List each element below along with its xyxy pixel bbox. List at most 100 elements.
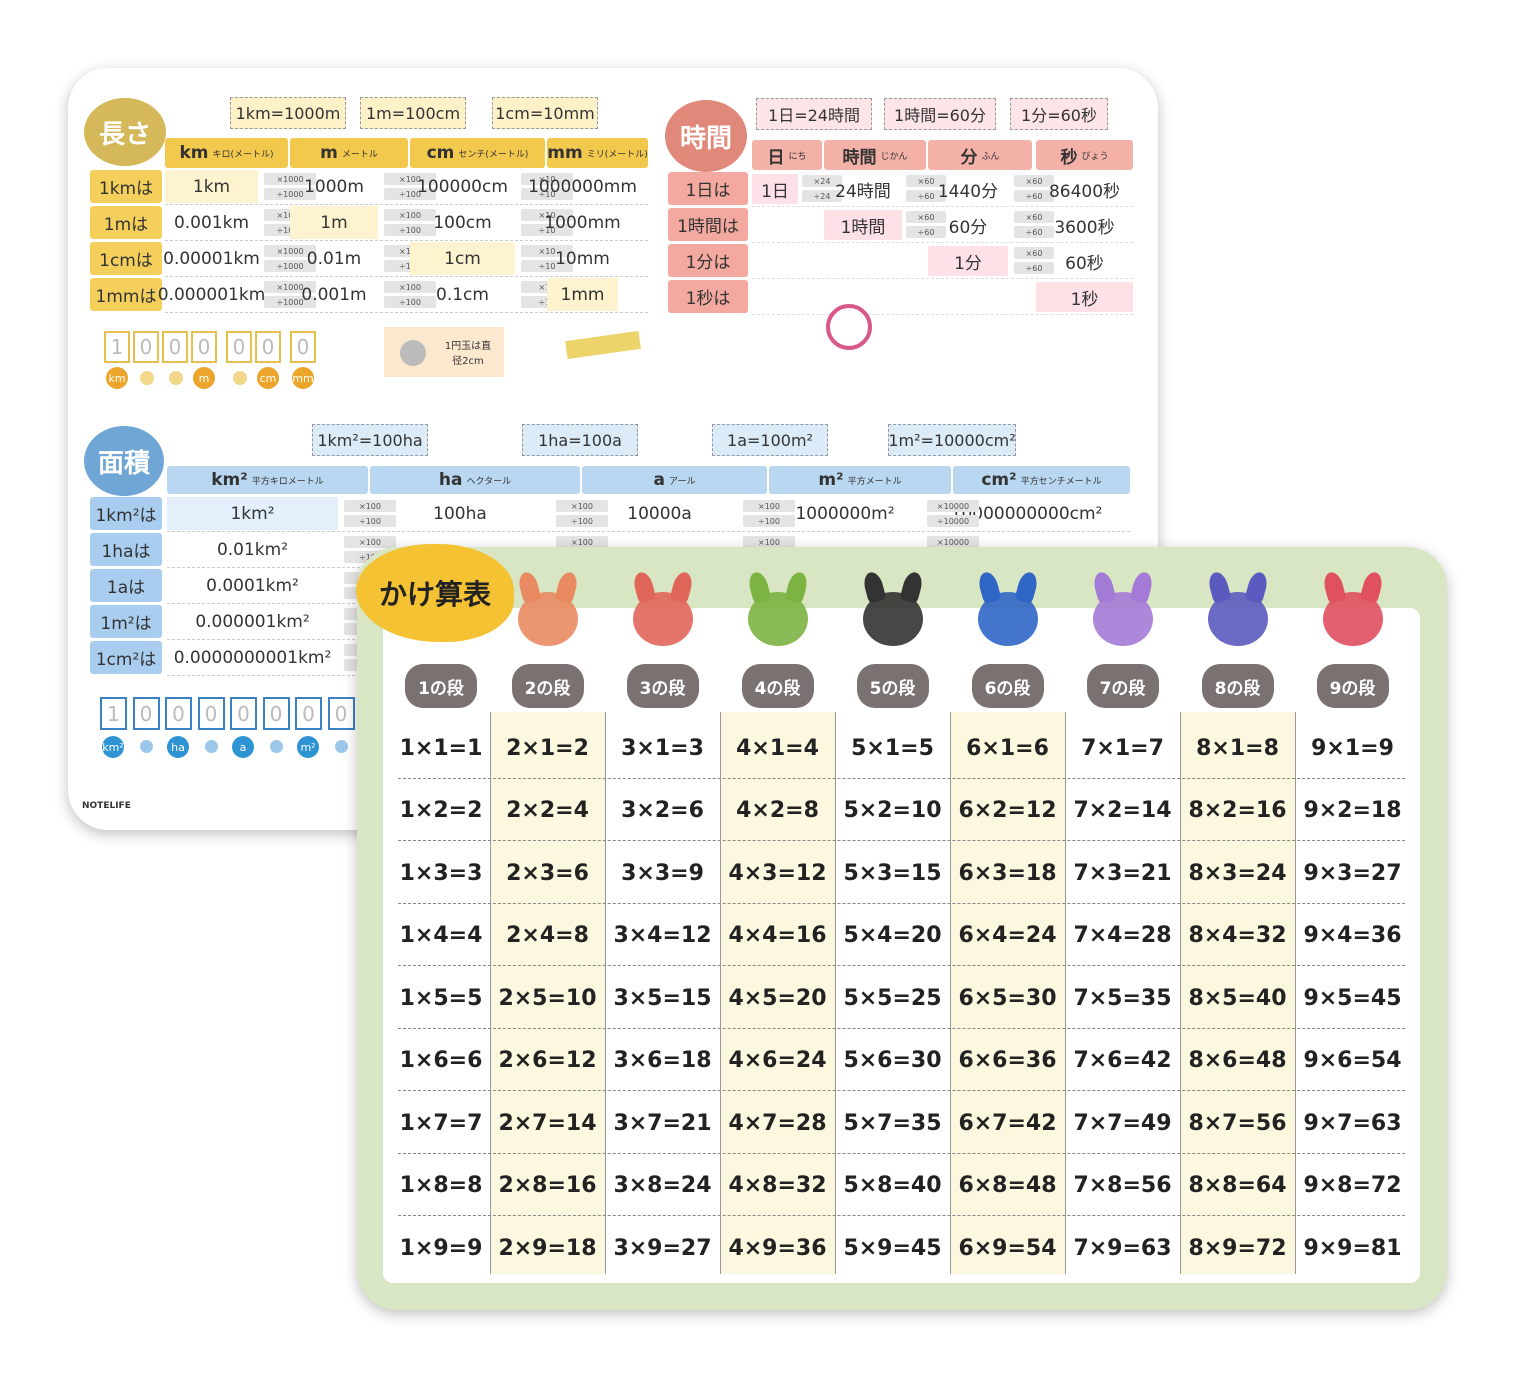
row-rule bbox=[165, 204, 648, 205]
equivalence: 1cm=10mm bbox=[492, 97, 598, 129]
cell: 24時間 bbox=[835, 181, 891, 202]
equation: 7×4=28 bbox=[1073, 923, 1172, 948]
equation: 9×8=72 bbox=[1303, 1173, 1402, 1198]
equation: 6×5=30 bbox=[958, 985, 1057, 1011]
place-digit: 0 bbox=[133, 331, 159, 363]
equivalence: 1km²=100ha bbox=[312, 424, 428, 456]
converter: ×10 bbox=[521, 245, 573, 257]
reading: ふん bbox=[981, 151, 1000, 162]
equation: 8×1=8 bbox=[1196, 735, 1279, 761]
converter: ×100 bbox=[384, 173, 436, 185]
converter: ÷1000 bbox=[264, 296, 316, 308]
cell: 1日 bbox=[752, 174, 798, 204]
converter: ×10 bbox=[521, 209, 573, 221]
equation: 1×8=8 bbox=[399, 1173, 483, 1198]
cell: 0.01km² bbox=[216, 539, 289, 560]
equation: 5×6=30 bbox=[843, 1048, 942, 1073]
equation: 9×2=18 bbox=[1303, 798, 1402, 823]
converter: ×60 bbox=[906, 211, 946, 223]
row-label: 1cmは bbox=[90, 242, 162, 275]
row-rule bbox=[165, 240, 648, 241]
equation: 1×2=2 bbox=[399, 798, 483, 823]
unit: 秒 bbox=[1060, 147, 1078, 168]
reading: にち bbox=[788, 151, 807, 162]
place-digit: 0 bbox=[165, 697, 192, 730]
column-rule bbox=[835, 712, 836, 1274]
equation: 3×1=3 bbox=[621, 735, 704, 761]
reading: センチ(メートル) bbox=[458, 149, 529, 160]
converter: ÷60 bbox=[1014, 190, 1054, 202]
row-rule bbox=[398, 1215, 1405, 1216]
column-rule bbox=[1065, 712, 1066, 1274]
converter: ÷60 bbox=[906, 226, 946, 238]
place-dot bbox=[140, 371, 154, 385]
equation: 8×3=24 bbox=[1188, 860, 1287, 886]
equation: 6×1=6 bbox=[966, 735, 1049, 761]
converter: ×1000 bbox=[264, 245, 316, 257]
equivalence: 1a=100m² bbox=[712, 424, 828, 456]
equation: 2×8=16 bbox=[498, 1173, 597, 1198]
equation: 3×4=12 bbox=[613, 923, 712, 948]
equation: 9×6=54 bbox=[1303, 1048, 1402, 1073]
place-dot bbox=[269, 740, 283, 753]
equation: 8×7=56 bbox=[1188, 1110, 1287, 1136]
column-rule bbox=[490, 712, 491, 1274]
equation: 4×6=24 bbox=[728, 1048, 827, 1073]
equation: 9×4=36 bbox=[1303, 923, 1402, 948]
converter: ÷10 bbox=[521, 260, 573, 272]
equation: 3×7=21 bbox=[613, 1110, 712, 1136]
reading: 平方メートル bbox=[847, 476, 902, 487]
equation: 9×7=63 bbox=[1303, 1110, 1402, 1136]
place-digit: 0 bbox=[162, 331, 188, 363]
converter: ÷1000 bbox=[264, 260, 316, 272]
place-digit: 0 bbox=[197, 697, 225, 730]
row-rule bbox=[752, 206, 1133, 207]
reading: アール bbox=[669, 476, 696, 487]
place-digit: 0 bbox=[290, 331, 316, 363]
place-unit: mm bbox=[292, 367, 314, 389]
column-band bbox=[1180, 712, 1295, 1274]
equation: 1×5=5 bbox=[399, 985, 483, 1011]
column-header: 分ふん bbox=[928, 140, 1032, 170]
animal-head bbox=[978, 592, 1038, 646]
column-header: km キロ(メートル) bbox=[165, 138, 288, 168]
equation: 4×9=36 bbox=[728, 1235, 827, 1261]
unit: cm² bbox=[981, 470, 1017, 490]
row-rule bbox=[165, 276, 648, 277]
cell: 10000000000cm² bbox=[950, 503, 1103, 524]
equation: 9×5=45 bbox=[1303, 985, 1402, 1011]
cell: 1000000m² bbox=[795, 503, 895, 524]
row-label: 1秒は bbox=[668, 280, 748, 313]
equation: 3×9=27 bbox=[613, 1235, 712, 1261]
converter: ÷60 bbox=[1014, 262, 1054, 274]
equivalence: 1km=1000m bbox=[230, 97, 346, 129]
cell: 1000000mm bbox=[528, 176, 637, 197]
column-label: 8の段 bbox=[1201, 664, 1274, 708]
column-header: ha ヘクタール bbox=[370, 466, 580, 494]
equation: 8×8=64 bbox=[1188, 1173, 1287, 1198]
equation: 3×5=15 bbox=[613, 985, 712, 1011]
equation: 1×4=4 bbox=[399, 923, 483, 948]
equivalence: 1時間=60分 bbox=[884, 98, 996, 130]
converter: ÷1000 bbox=[264, 188, 316, 200]
cell: 0.1cm bbox=[436, 284, 489, 305]
column-header: cm² 平方センチメートル bbox=[953, 466, 1130, 494]
section-title: 時間 bbox=[665, 100, 747, 172]
unit: m² bbox=[818, 470, 844, 490]
cell: 60秒 bbox=[1065, 253, 1104, 274]
equation: 7×3=21 bbox=[1073, 860, 1172, 886]
equivalence: 1ha=100a bbox=[522, 424, 638, 456]
cell: 3600秒 bbox=[1054, 217, 1115, 238]
cell: 10mm bbox=[555, 248, 610, 269]
column-header: m メートル bbox=[290, 138, 408, 168]
cell: 1km bbox=[165, 170, 258, 203]
equation: 1×3=3 bbox=[399, 860, 483, 886]
row-rule bbox=[398, 1152, 1405, 1154]
column-rule bbox=[1180, 712, 1181, 1274]
column-rule bbox=[605, 712, 606, 1274]
place-digit: 0 bbox=[226, 331, 252, 363]
column-label: 1の段 bbox=[405, 664, 477, 708]
converter: ÷10000 bbox=[927, 515, 979, 527]
place-digit: 0 bbox=[327, 697, 355, 730]
